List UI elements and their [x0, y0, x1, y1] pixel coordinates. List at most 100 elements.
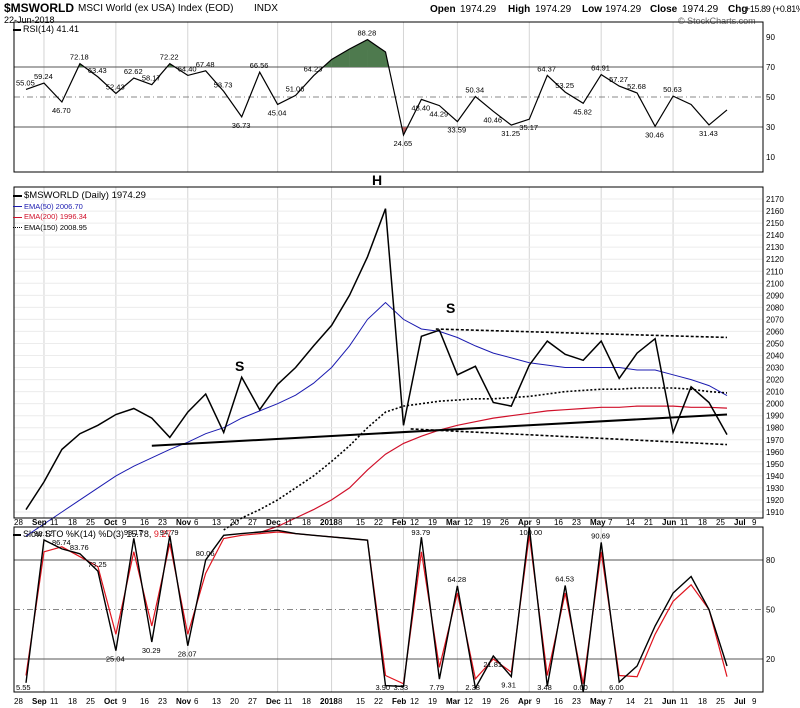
sto-annotation: 6.00 [609, 683, 624, 692]
x-axis-label-bottom: Oct [104, 697, 118, 706]
x-axis-label: 16 [554, 518, 563, 527]
rsi-annotation: 24.65 [393, 139, 412, 148]
close-label: Close [650, 4, 678, 15]
price-axis-tick: 2000 [766, 400, 784, 409]
low-value: 1974.29 [605, 4, 642, 15]
x-axis-label: 19 [428, 518, 437, 527]
x-axis-label: 7 [608, 518, 613, 527]
x-axis-label-bottom: 12 [410, 697, 419, 706]
rsi-axis-tick: 90 [766, 33, 775, 42]
x-axis-label-bottom: 20 [230, 697, 239, 706]
price-axis-tick: 2160 [766, 207, 784, 216]
x-axis-label: Oct [104, 518, 118, 527]
ema50-line [25, 301, 728, 537]
rsi-annotation: 33.59 [447, 126, 466, 135]
right-shoulder-label: S [446, 300, 456, 316]
price-axis-tick: 2010 [766, 388, 784, 397]
rsi-annotation: 46.70 [52, 106, 71, 115]
rsi-annotation: 35.17 [519, 123, 538, 132]
sto-annotation: 3.48 [537, 683, 552, 692]
x-axis-label: 19 [482, 518, 491, 527]
x-axis-label-bottom: Feb [392, 697, 406, 706]
lower-channel-trendline [410, 428, 728, 446]
rsi-annotation: 53.73 [214, 80, 233, 89]
ema150-legend-marker [13, 227, 22, 229]
rsi-annotation: 53.25 [555, 81, 574, 90]
price-axis-tick: 1970 [766, 436, 784, 445]
x-axis-label: 8 [338, 518, 343, 527]
x-axis-label: 18 [302, 518, 311, 527]
rsi-annotation: 48.40 [411, 103, 430, 112]
x-axis-label-bottom: 7 [608, 697, 613, 706]
x-axis-label: 11 [680, 518, 689, 527]
upper-channel-trendline [435, 328, 728, 339]
x-axis-label-bottom: 9 [752, 697, 757, 706]
rsi-annotation: 66.56 [250, 61, 269, 70]
sto-annotation: 0.00 [573, 683, 588, 692]
head-label: H [372, 172, 383, 188]
x-axis-label: 16 [140, 518, 149, 527]
rsi-annotation: 57.27 [609, 75, 628, 84]
rsi-annotation: 45.82 [573, 107, 592, 116]
label-layer: 2170216021502140213021202110210020902080… [14, 29, 784, 706]
x-axis-label-bottom: 11 [50, 697, 59, 706]
ema150-line [223, 387, 728, 531]
left-shoulder-label: S [235, 358, 245, 374]
rsi-annotation: 67.48 [196, 60, 215, 69]
x-axis-label: 6 [194, 518, 199, 527]
x-axis-label-bottom: Nov [176, 697, 192, 706]
chart-date: 22-Jun-2018 [4, 15, 55, 25]
rsi-annotation: 52.68 [627, 82, 646, 91]
x-axis-label-bottom: 16 [140, 697, 149, 706]
sto-annotation: 28.07 [178, 650, 197, 659]
rsi-panel-frame [13, 21, 764, 173]
x-axis-label-bottom: 16 [554, 697, 563, 706]
sto-panel-frame [13, 526, 764, 693]
x-axis-label-bottom: 6 [194, 697, 199, 706]
price-legend-text: $MSWORLD (Daily) 1974.29 [24, 190, 146, 201]
sto-annotation: 5.55 [16, 683, 31, 692]
ema200-legend-text: EMA(200) 1996.34 [24, 212, 87, 221]
ema200-line [259, 405, 728, 533]
price-axis-tick: 2170 [766, 195, 784, 204]
rsi-legend: RSI(14) 41.41 [13, 24, 79, 34]
x-axis-label-bottom: 2018 [320, 697, 338, 706]
ema150-legend: EMA(150) 2008.95 [13, 223, 146, 234]
x-axis-label: Mar [446, 518, 460, 527]
x-axis-label-bottom: Sep [32, 697, 47, 706]
rsi-annotation: 31.43 [699, 129, 718, 138]
symbol-title: $MSWORLD [4, 1, 74, 15]
exchange-label: INDX [254, 3, 278, 14]
price-axis-tick: 2020 [766, 376, 784, 385]
price-axis-tick: 1910 [766, 508, 784, 517]
price-line [25, 208, 728, 511]
sto-axis-tick: 80 [766, 556, 775, 565]
sto-annotation: 92.12 [34, 529, 53, 538]
high-value: 1974.29 [535, 4, 572, 15]
watermark: © StockCharts.com [678, 16, 756, 26]
x-axis-label: 20 [230, 518, 239, 527]
x-axis-label-bottom: Apr [518, 697, 532, 706]
sto-annotation: 9.31 [501, 681, 516, 690]
rsi-annotation: 59.24 [34, 72, 53, 81]
sto-annotation: 93.17 [124, 528, 143, 537]
x-axis-label: 14 [626, 518, 635, 527]
price-axis-tick: 2150 [766, 219, 784, 228]
price-axis-tick: 2140 [766, 231, 784, 240]
price-axis-tick: 2040 [766, 352, 784, 361]
rsi-annotation: 58.17 [142, 74, 161, 83]
sto-annotation: 21.81 [483, 660, 502, 669]
rsi-annotation: 72.22 [160, 53, 179, 62]
sto-axis-tick: 50 [766, 606, 775, 615]
x-axis-label: 26 [500, 518, 509, 527]
ema150-legend-text: EMA(150) 2008.95 [24, 222, 87, 232]
rsi-overbought-fill [367, 39, 386, 67]
x-axis-label: 9 [536, 518, 541, 527]
x-axis-label-bottom: 27 [248, 697, 257, 706]
sto-annotation: 80.06 [196, 549, 215, 558]
x-axis-label: 12 [464, 518, 473, 527]
ema200-legend-marker [13, 216, 22, 218]
sto-annotation: 3.33 [393, 683, 408, 692]
x-axis-label: 13 [212, 518, 221, 527]
